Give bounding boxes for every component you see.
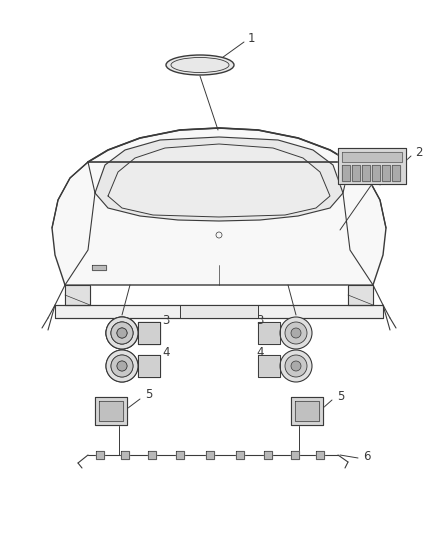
Polygon shape bbox=[138, 322, 160, 344]
Polygon shape bbox=[291, 397, 323, 425]
Polygon shape bbox=[264, 451, 272, 459]
Ellipse shape bbox=[117, 328, 127, 338]
Polygon shape bbox=[342, 152, 402, 162]
Polygon shape bbox=[95, 137, 343, 221]
Ellipse shape bbox=[106, 317, 138, 349]
Polygon shape bbox=[258, 322, 280, 344]
Ellipse shape bbox=[111, 355, 133, 377]
Polygon shape bbox=[121, 451, 129, 459]
Text: 3: 3 bbox=[256, 313, 263, 327]
Ellipse shape bbox=[285, 322, 307, 344]
Ellipse shape bbox=[291, 328, 301, 338]
Polygon shape bbox=[295, 401, 319, 421]
Polygon shape bbox=[99, 401, 123, 421]
Polygon shape bbox=[138, 322, 160, 344]
Polygon shape bbox=[392, 165, 400, 181]
Ellipse shape bbox=[106, 317, 138, 349]
Ellipse shape bbox=[280, 317, 312, 349]
Ellipse shape bbox=[117, 328, 127, 338]
Polygon shape bbox=[138, 355, 160, 377]
Ellipse shape bbox=[166, 55, 234, 75]
Polygon shape bbox=[55, 305, 383, 318]
Ellipse shape bbox=[106, 350, 138, 382]
Polygon shape bbox=[148, 451, 156, 459]
Polygon shape bbox=[342, 165, 350, 181]
Text: 5: 5 bbox=[145, 389, 152, 401]
Polygon shape bbox=[176, 451, 184, 459]
Polygon shape bbox=[338, 148, 406, 184]
Ellipse shape bbox=[117, 361, 127, 371]
Polygon shape bbox=[316, 451, 324, 459]
Polygon shape bbox=[258, 355, 280, 377]
Polygon shape bbox=[206, 451, 214, 459]
Polygon shape bbox=[352, 165, 360, 181]
Text: 5: 5 bbox=[337, 391, 344, 403]
Ellipse shape bbox=[280, 350, 312, 382]
Text: 4: 4 bbox=[162, 346, 170, 359]
Ellipse shape bbox=[106, 350, 138, 382]
Ellipse shape bbox=[291, 361, 301, 371]
Text: 3: 3 bbox=[162, 313, 170, 327]
Ellipse shape bbox=[285, 355, 307, 377]
Text: 4: 4 bbox=[256, 346, 264, 359]
Polygon shape bbox=[382, 165, 390, 181]
Ellipse shape bbox=[106, 317, 138, 349]
Polygon shape bbox=[362, 165, 370, 181]
Text: 1: 1 bbox=[248, 31, 255, 44]
Text: 6: 6 bbox=[363, 450, 371, 464]
Polygon shape bbox=[291, 451, 299, 459]
Polygon shape bbox=[236, 451, 244, 459]
Polygon shape bbox=[372, 165, 380, 181]
Polygon shape bbox=[92, 265, 106, 270]
Ellipse shape bbox=[117, 328, 127, 338]
Polygon shape bbox=[52, 128, 386, 285]
Polygon shape bbox=[96, 451, 104, 459]
Polygon shape bbox=[108, 144, 330, 217]
Ellipse shape bbox=[117, 361, 127, 371]
Polygon shape bbox=[180, 305, 258, 318]
Text: 2: 2 bbox=[415, 146, 423, 158]
Polygon shape bbox=[138, 322, 160, 344]
Polygon shape bbox=[348, 285, 373, 305]
Polygon shape bbox=[95, 397, 127, 425]
Ellipse shape bbox=[111, 355, 133, 377]
Ellipse shape bbox=[111, 322, 133, 344]
Ellipse shape bbox=[111, 322, 133, 344]
Polygon shape bbox=[65, 285, 90, 305]
Ellipse shape bbox=[111, 322, 133, 344]
Polygon shape bbox=[138, 355, 160, 377]
